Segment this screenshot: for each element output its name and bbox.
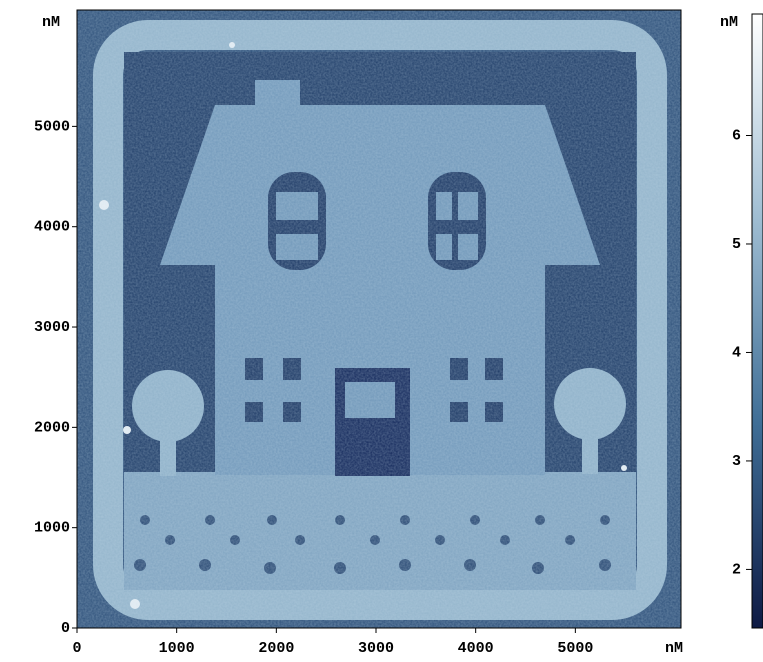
x-tick-label: 4000 xyxy=(458,640,494,657)
colorbar-label: nM xyxy=(720,14,738,31)
colorbar-tick-label: 5 xyxy=(732,236,741,253)
y-tick-label: 1000 xyxy=(34,520,70,537)
colorbar xyxy=(752,14,763,628)
x-unit-label: nM xyxy=(665,640,683,657)
x-tick-label: 0 xyxy=(72,640,81,657)
y-tick-label: 5000 xyxy=(34,118,70,135)
x-tick-label: 3000 xyxy=(358,640,394,657)
y-unit-label: nM xyxy=(42,14,60,31)
y-tick-label: 3000 xyxy=(34,319,70,336)
colorbar-tick-label: 6 xyxy=(732,127,741,144)
chart: nM nM nM 0 1000 2000 3000 4000 5000 0 1000 2000 3… xyxy=(0,0,763,662)
colorbar-tick-label: 4 xyxy=(732,344,741,361)
x-tick-label: 2000 xyxy=(258,640,294,657)
x-tick-label: 5000 xyxy=(557,640,593,657)
y-tick-label: 2000 xyxy=(34,419,70,436)
y-tick-label: 4000 xyxy=(34,219,70,236)
afm-image xyxy=(77,10,681,628)
colorbar-tick-label: 2 xyxy=(732,561,741,578)
colorbar-tick-label: 3 xyxy=(732,453,741,470)
x-tick-label: 1000 xyxy=(159,640,195,657)
y-tick-label: 0 xyxy=(61,620,70,637)
